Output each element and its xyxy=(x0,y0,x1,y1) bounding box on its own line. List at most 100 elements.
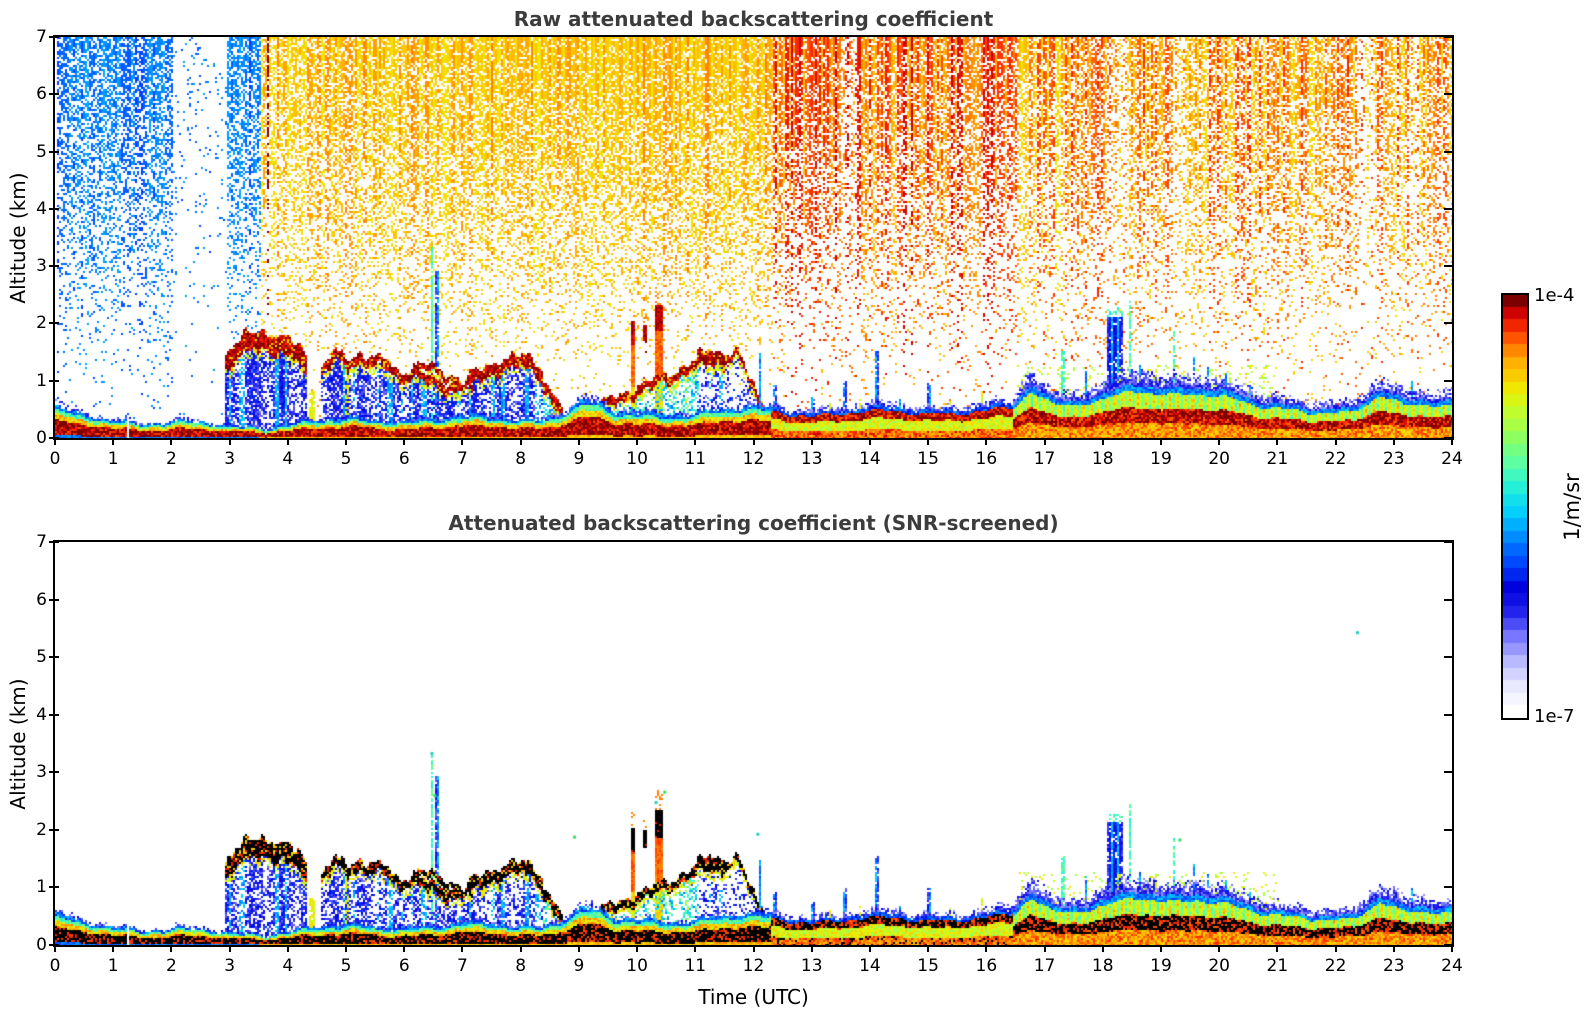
y-tick-label: 5 xyxy=(36,141,47,162)
x-tick-label: 10 xyxy=(626,956,648,976)
y-tick-label: 2 xyxy=(36,819,47,840)
x-tick-mark xyxy=(694,438,697,445)
x-tick-label: 13 xyxy=(800,956,823,976)
y-tick-mark xyxy=(49,771,59,774)
x-tick-label: 2 xyxy=(165,449,177,469)
x-tick-label: 9 xyxy=(573,956,585,976)
raw-panel-plot-area xyxy=(53,35,1454,440)
y-tick-label: 0 xyxy=(36,428,47,448)
x-tick-label: 6 xyxy=(398,956,410,976)
x-tick-mark xyxy=(985,945,988,952)
screened-panel-title: Attenuated backscattering coefficient (S… xyxy=(448,511,1059,535)
x-tick-label: 5 xyxy=(340,956,352,976)
x-tick-label: 8 xyxy=(515,449,527,469)
raw-panel-y-axis-label: Altitude (km) xyxy=(6,171,30,304)
x-tick-label: 12 xyxy=(742,449,765,469)
y-tick-label: 6 xyxy=(36,84,47,105)
x-tick-mark xyxy=(868,945,871,952)
screened-panel-y-axis-label: Altitude (km) xyxy=(6,677,30,810)
x-tick-mark xyxy=(752,438,755,445)
x-tick-label: 21 xyxy=(1266,449,1289,469)
x-tick-mark xyxy=(1392,438,1395,445)
x-tick-mark xyxy=(403,438,406,445)
x-tick-label: 1 xyxy=(107,449,119,469)
x-tick-label: 24 xyxy=(1441,449,1463,469)
y-tick-mark xyxy=(49,944,59,946)
y-tick-mark-right xyxy=(1444,771,1452,774)
x-tick-mark xyxy=(403,945,406,952)
x-tick-mark xyxy=(1101,945,1104,952)
x-tick-label: 16 xyxy=(975,449,998,469)
y-tick-label: 7 xyxy=(36,532,47,552)
x-tick-label: 13 xyxy=(800,449,823,469)
x-tick-label: 12 xyxy=(742,956,765,976)
x-tick-mark xyxy=(985,438,988,445)
x-tick-label: 23 xyxy=(1382,956,1405,976)
y-tick-mark-right xyxy=(1444,886,1452,889)
x-tick-mark xyxy=(461,945,464,952)
y-tick-mark xyxy=(49,379,59,382)
y-tick-mark xyxy=(49,828,59,831)
screened-heatmap-canvas xyxy=(55,542,1452,945)
y-tick-mark-right xyxy=(1444,36,1452,38)
raw-panel-title: Raw attenuated backscattering coefficien… xyxy=(513,7,994,31)
x-tick-mark xyxy=(927,438,930,445)
y-tick-label: 4 xyxy=(36,704,47,725)
x-tick-mark xyxy=(1218,438,1221,445)
x-tick-mark xyxy=(577,945,580,952)
y-tick-mark xyxy=(49,207,59,210)
colorbar-max-label: 1e-4 xyxy=(1534,285,1575,306)
x-tick-label: 19 xyxy=(1150,956,1172,976)
colorbar xyxy=(1501,293,1529,720)
y-tick-mark xyxy=(49,36,59,38)
y-tick-label: 3 xyxy=(36,256,47,277)
x-tick-mark xyxy=(286,945,289,952)
y-tick-mark xyxy=(49,713,59,716)
x-tick-mark xyxy=(752,945,755,952)
x-tick-mark xyxy=(1276,945,1279,952)
x-tick-mark xyxy=(1159,438,1162,445)
x-tick-label: 11 xyxy=(684,449,707,469)
x-tick-mark xyxy=(228,438,231,445)
x-tick-mark xyxy=(810,945,813,952)
y-tick-mark-right xyxy=(1444,207,1452,210)
x-tick-label: 0 xyxy=(49,449,61,469)
y-tick-label: 4 xyxy=(36,198,47,219)
y-tick-mark-right xyxy=(1444,541,1452,543)
x-tick-label: 5 xyxy=(340,449,352,469)
y-tick-mark-right xyxy=(1444,322,1452,325)
x-tick-mark xyxy=(519,945,522,952)
x-tick-label: 4 xyxy=(282,449,294,469)
x-tick-mark xyxy=(694,945,697,952)
y-tick-mark-right xyxy=(1444,944,1452,946)
x-tick-mark xyxy=(868,438,871,445)
y-tick-mark xyxy=(49,541,59,543)
y-tick-label: 5 xyxy=(36,647,47,668)
x-tick-label: 7 xyxy=(457,956,468,976)
y-tick-mark-right xyxy=(1444,656,1452,659)
y-tick-mark-right xyxy=(1444,713,1452,716)
x-tick-mark xyxy=(286,438,289,445)
x-tick-label: 16 xyxy=(975,956,998,976)
x-tick-label: 2 xyxy=(165,956,177,976)
colorbar-gradient-canvas xyxy=(1503,295,1527,718)
y-tick-label: 6 xyxy=(36,589,47,610)
time-axis-label: Time (UTC) xyxy=(698,985,809,1009)
y-tick-label: 1 xyxy=(36,877,47,898)
x-tick-label: 24 xyxy=(1441,956,1463,976)
y-tick-label: 3 xyxy=(36,762,47,783)
x-tick-label: 18 xyxy=(1091,449,1114,469)
x-tick-mark xyxy=(461,438,464,445)
y-tick-mark xyxy=(49,886,59,889)
y-tick-mark xyxy=(49,598,59,601)
x-tick-label: 22 xyxy=(1324,449,1347,469)
x-tick-mark xyxy=(54,945,56,952)
x-tick-label: 17 xyxy=(1033,956,1056,976)
raw-heatmap-canvas xyxy=(55,37,1452,438)
y-tick-label: 0 xyxy=(36,935,47,955)
y-tick-mark xyxy=(49,265,59,268)
x-tick-label: 15 xyxy=(917,956,939,976)
y-tick-mark-right xyxy=(1444,828,1452,831)
x-tick-label: 8 xyxy=(515,956,527,976)
